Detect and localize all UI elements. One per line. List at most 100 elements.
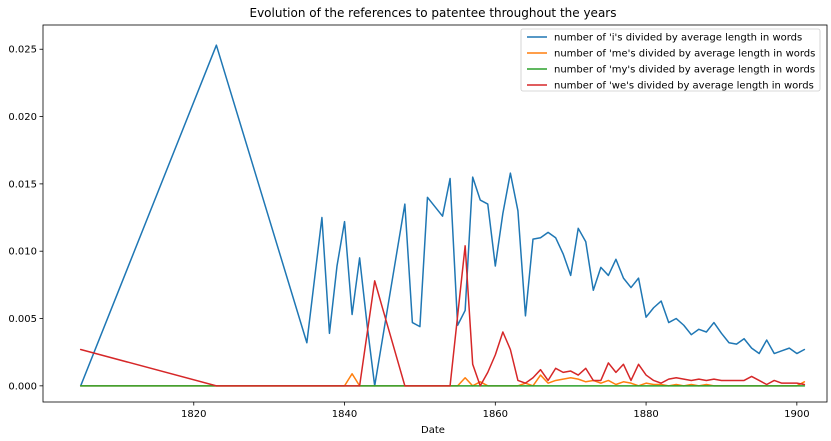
data-point-0-61 xyxy=(789,348,790,349)
data-point-0-51 xyxy=(713,322,714,323)
data-point-0-25 xyxy=(517,210,518,211)
x-tick-label-3: 1880 xyxy=(633,409,658,420)
data-point-0-27 xyxy=(532,238,533,239)
data-point-0-40 xyxy=(630,287,631,288)
data-point-3-2 xyxy=(344,385,345,386)
data-point-0-15 xyxy=(442,216,443,217)
data-point-0-30 xyxy=(555,237,556,238)
data-point-0-3 xyxy=(321,217,322,218)
data-point-3-39 xyxy=(706,380,707,381)
data-point-0-55 xyxy=(743,338,744,339)
data-point-3-32 xyxy=(653,380,654,381)
data-point-0-53 xyxy=(728,342,729,343)
data-point-0-22 xyxy=(495,265,496,266)
data-point-0-28 xyxy=(540,237,541,238)
data-point-3-11 xyxy=(495,354,496,355)
data-point-0-58 xyxy=(766,339,767,340)
data-point-0-18 xyxy=(465,310,466,311)
data-point-3-42 xyxy=(728,380,729,381)
data-point-3-19 xyxy=(555,368,556,369)
data-point-0-11 xyxy=(404,203,405,204)
y-tick-label-5: 0.025 xyxy=(8,45,37,56)
data-point-1-29 xyxy=(661,384,662,385)
data-point-0-54 xyxy=(736,344,737,345)
data-point-3-36 xyxy=(683,379,684,380)
data-point-0-13 xyxy=(419,326,420,327)
data-point-3-35 xyxy=(676,377,677,378)
data-point-3-7 xyxy=(465,245,466,246)
data-point-1-23 xyxy=(615,384,616,385)
data-point-0-31 xyxy=(563,253,564,254)
legend-label-3: number of 'we's divided by average lengt… xyxy=(554,81,814,92)
data-point-3-49 xyxy=(781,383,782,384)
data-point-3-29 xyxy=(630,380,631,381)
data-point-1-24 xyxy=(623,381,624,382)
data-point-3-3 xyxy=(359,385,360,386)
data-point-0-26 xyxy=(525,315,526,316)
data-point-3-0 xyxy=(80,349,81,350)
legend-label-2: number of 'my's divided by average lengt… xyxy=(554,65,815,76)
x-tick-label-4: 1900 xyxy=(784,409,809,420)
data-point-1-21 xyxy=(600,383,601,384)
data-point-0-39 xyxy=(623,278,624,279)
legend-label-1: number of 'me's divided by average lengt… xyxy=(554,49,815,60)
data-point-0-37 xyxy=(608,275,609,276)
data-point-1-13 xyxy=(540,374,541,375)
data-point-3-31 xyxy=(645,374,646,375)
data-point-0-24 xyxy=(510,173,511,174)
data-point-0-12 xyxy=(412,322,413,323)
data-point-3-8 xyxy=(472,364,473,365)
data-point-1-6 xyxy=(465,377,466,378)
data-point-0-29 xyxy=(547,232,548,233)
data-point-3-47 xyxy=(766,384,767,385)
data-point-0-23 xyxy=(502,213,503,214)
data-point-0-1 xyxy=(216,45,217,46)
data-point-1-19 xyxy=(585,381,586,382)
data-point-0-32 xyxy=(570,275,571,276)
data-point-0-6 xyxy=(344,221,345,222)
data-point-3-24 xyxy=(593,380,594,381)
data-point-0-21 xyxy=(487,203,488,204)
x-tick-label-0: 1820 xyxy=(181,409,206,420)
data-point-0-16 xyxy=(449,178,450,179)
data-point-1-14 xyxy=(547,383,548,384)
data-point-3-52 xyxy=(804,384,805,385)
data-point-0-46 xyxy=(676,318,677,319)
data-point-3-13 xyxy=(510,349,511,350)
data-point-0-63 xyxy=(804,349,805,350)
data-point-1-35 xyxy=(706,384,707,385)
data-point-0-4 xyxy=(329,333,330,334)
data-point-0-33 xyxy=(578,228,579,229)
data-point-1-16 xyxy=(563,379,564,380)
data-point-3-27 xyxy=(615,372,616,373)
data-point-0-43 xyxy=(653,307,654,308)
data-point-3-5 xyxy=(404,385,405,386)
data-point-3-33 xyxy=(661,383,662,384)
data-point-1-8 xyxy=(480,381,481,382)
y-tick-label-2: 0.010 xyxy=(8,247,37,258)
data-point-1-3 xyxy=(351,373,352,374)
data-point-3-50 xyxy=(789,383,790,384)
chart-title: Evolution of the references to patentee … xyxy=(250,6,617,20)
data-point-1-17 xyxy=(570,377,571,378)
data-point-0-7 xyxy=(351,314,352,315)
data-point-3-28 xyxy=(623,364,624,365)
data-point-0-59 xyxy=(774,353,775,354)
x-tick-label-1: 1840 xyxy=(332,409,357,420)
legend-label-0: number of 'i's divided by average length… xyxy=(554,33,802,44)
data-point-0-20 xyxy=(480,199,481,200)
data-point-0-41 xyxy=(638,278,639,279)
data-point-3-4 xyxy=(374,280,375,281)
data-point-3-20 xyxy=(563,372,564,373)
data-point-0-38 xyxy=(615,259,616,260)
data-point-3-17 xyxy=(540,369,541,370)
data-point-0-45 xyxy=(668,322,669,323)
x-axis-label: Date xyxy=(421,425,445,436)
data-point-3-22 xyxy=(578,374,579,375)
data-point-3-46 xyxy=(759,380,760,381)
data-point-1-27 xyxy=(645,383,646,384)
data-point-1-22 xyxy=(608,380,609,381)
x-tick-label-2: 1860 xyxy=(483,409,508,420)
data-point-3-30 xyxy=(638,364,639,365)
data-point-0-36 xyxy=(600,267,601,268)
